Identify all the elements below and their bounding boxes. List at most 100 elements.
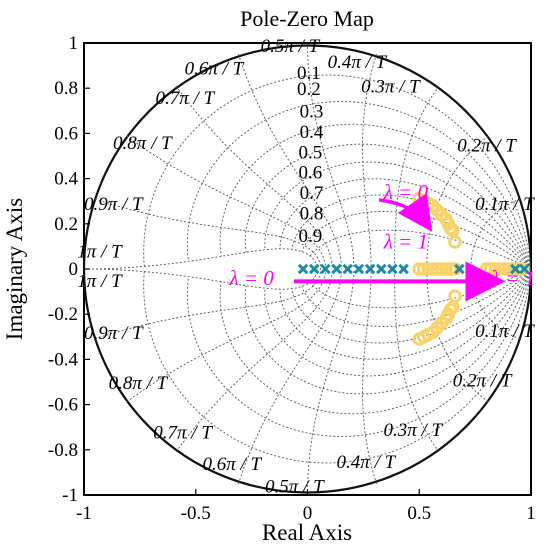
y-tick-label-10: -1 xyxy=(62,485,78,506)
yellow-pole-8 xyxy=(443,221,458,236)
yellow-pole-29 xyxy=(443,262,458,276)
frequency-label-upper-4: 0.4π / T xyxy=(328,52,388,73)
frequency-grid-3 xyxy=(394,85,440,270)
y-tick-label-0: 1 xyxy=(69,33,79,54)
damping-label-9: 0.9 xyxy=(299,226,323,247)
damping-label-3: 0.3 xyxy=(300,102,324,123)
teal-pole-10-stroke-b xyxy=(454,263,465,275)
x-tick-label-0: -1 xyxy=(76,503,92,524)
frequency-label-lower-9: 0.9π / T xyxy=(84,323,144,344)
teal-pole-4 xyxy=(342,263,353,275)
y-tick-label-5: 0 xyxy=(69,259,79,280)
teal-pole-5-stroke-b xyxy=(353,263,365,275)
damping-grid-0.7-mirror xyxy=(291,268,531,344)
frequency-grid-6 xyxy=(238,53,342,270)
damping-grid-0.7 xyxy=(291,194,531,270)
yellow-pole-19 xyxy=(443,302,458,317)
frequency-label-upper-6: 0.6π / T xyxy=(185,59,245,80)
frequency-label-lower-1: 0.1π / T xyxy=(475,321,535,342)
lambda-label-upper-start: λ = 0 xyxy=(383,180,429,204)
damping-grid-0.1-mirror xyxy=(143,268,531,464)
teal-pole-12 xyxy=(519,263,530,275)
teal-pole-8 xyxy=(387,263,398,275)
lambda-label-real-start: λ = 0 xyxy=(228,266,274,290)
frequency-label-lower-10: 1π / T xyxy=(77,271,123,292)
damping-label-1: 0.1 xyxy=(297,63,321,84)
frequency-label-upper-8: 0.8π / T xyxy=(113,133,173,154)
y-tick-label-9: -0.8 xyxy=(48,440,78,461)
frequency-label-lower-3: 0.3π / T xyxy=(383,420,443,441)
teal-pole-1 xyxy=(308,263,320,275)
teal-pole-1-stroke-b xyxy=(308,263,320,275)
damping-label-4: 0.4 xyxy=(300,122,324,143)
damping-grid-0.2-mirror xyxy=(186,268,531,437)
damping-grid-0.3 xyxy=(219,123,531,270)
y-tick-label-1: 0.8 xyxy=(54,78,78,99)
yellow-pole-22 xyxy=(412,262,427,276)
frequency-grid-3-mirror xyxy=(394,268,440,453)
teal-pole-10 xyxy=(454,263,465,275)
frequency-label-lower-5: 0.5π / T xyxy=(265,477,325,498)
frequency-grid-5-mirror xyxy=(307,268,355,495)
damping-label-7: 0.7 xyxy=(300,183,324,204)
damping-label-6: 0.6 xyxy=(299,163,323,184)
frequency-label-lower-8: 0.8π / T xyxy=(109,373,169,394)
yellow-pole-25 xyxy=(425,262,440,276)
damping-grid-0.4 xyxy=(244,143,531,270)
chart-title: Pole-Zero Map xyxy=(240,6,374,31)
frequency-label-lower-6: 0.6π / T xyxy=(202,454,262,475)
frequency-label-lower-2: 0.2π / T xyxy=(453,371,513,392)
frequency-label-upper-9: 0.9π / T xyxy=(84,194,144,215)
frequency-grid-8-mirror xyxy=(126,268,327,403)
teal-pole-6 xyxy=(364,263,376,275)
yellow-pole-23 xyxy=(416,262,431,276)
damping-grid-0.8 xyxy=(301,211,531,270)
annotation-layer: λ = 0 λ = 1 λ = 0 λ = 1 xyxy=(228,180,535,302)
teal-pole-11 xyxy=(510,263,521,275)
axes-layer: -1 -0.5 0 0.5 1 1 0.8 0.6 0.4 0.2 0 -0.2 -0.4 -0.6 -0.… xyxy=(48,33,536,524)
teal-pole-9 xyxy=(398,263,409,275)
frequency-label-upper-1: 0.1π / T xyxy=(475,194,535,215)
frequency-label-upper-5: 0.5π / T xyxy=(261,36,321,57)
damping-grid-0.2 xyxy=(186,101,531,270)
damping-grid-0.3-mirror xyxy=(219,268,531,415)
frequency-grid-4 xyxy=(362,53,377,270)
damping-grid-0.6-mirror xyxy=(279,268,531,360)
grid-label-layer: 0.10.20.30.40.50.60.70.80.9 0.1π / T 0.2π … xyxy=(77,36,535,498)
teal-pole-2-stroke-b xyxy=(320,263,331,275)
damping-grid-0.4-mirror xyxy=(244,268,531,395)
frequency-label-lower-4: 0.4π / T xyxy=(337,452,397,473)
teal-pole-5 xyxy=(353,263,365,275)
frequency-grid-7-mirror xyxy=(175,268,333,453)
frequency-grid-6-mirror xyxy=(238,268,342,485)
frequency-grid-7 xyxy=(175,85,333,270)
yellow-pole-27 xyxy=(434,262,449,276)
teal-pole-0-stroke-b xyxy=(297,263,309,275)
x-tick-label-4: 1 xyxy=(526,503,536,524)
x-axis-label: Real Axis xyxy=(262,520,352,545)
teal-pole-0 xyxy=(297,263,309,275)
damping-grid-0.8-mirror xyxy=(301,268,531,327)
yellow-pole-24 xyxy=(421,262,435,276)
teal-pole-3 xyxy=(331,263,342,275)
frequency-label-upper-3: 0.3π / T xyxy=(361,77,421,98)
teal-pole-3-stroke-b xyxy=(331,263,342,275)
teal-pole-11-stroke-b xyxy=(510,263,521,275)
damping-grid-0.1 xyxy=(143,74,531,270)
y-tick-label-3: 0.4 xyxy=(54,169,78,190)
frequency-label-upper-10: 1π / T xyxy=(77,242,123,263)
y-tick-label-2: 0.6 xyxy=(54,123,78,144)
y-tick-label-7: -0.4 xyxy=(48,349,79,370)
damping-label-8: 0.8 xyxy=(300,203,324,224)
frequency-label-upper-7: 0.7π / T xyxy=(156,88,216,109)
y-tick-label-6: -0.2 xyxy=(48,304,78,325)
teal-pole-6-stroke-b xyxy=(364,263,376,275)
frequency-label-upper-2: 0.2π / T xyxy=(457,135,517,156)
yellow-pole-28 xyxy=(439,262,453,276)
teal-pole-7 xyxy=(375,263,387,275)
teal-pole-7-stroke-b xyxy=(375,263,387,275)
damping-grid-0.6 xyxy=(279,178,531,270)
teal-pole-8-stroke-b xyxy=(387,263,398,275)
teal-pole-2 xyxy=(320,263,331,275)
